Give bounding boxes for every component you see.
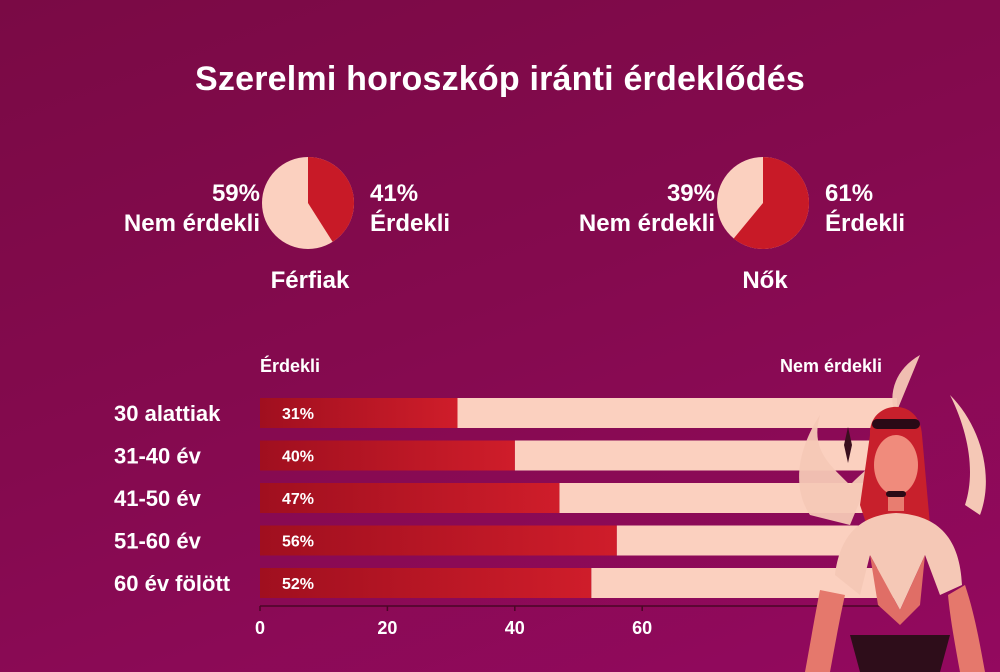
category-label: 51-60 év [114,529,202,554]
pie-men-not-interested-pct: 59% [211,180,260,207]
age-bar-chart: 31% 30 alattiak 40% 31-40 év 47% 41-50 év 56% 5… [114,398,897,638]
x-axis: 0 20 40 60 [255,605,897,638]
pie-women-not-interested-pct: 39% [666,180,715,207]
woman-illustration [799,355,986,672]
pie-women-slice-interested [733,157,810,249]
category-label: 41-50 év [114,486,202,511]
pie-men-interested-pct: 41% [370,180,419,207]
pie-men-caption: Férfiak [270,267,350,294]
pie-women-not-interested-label: Nem érdekli [578,210,715,237]
bar-not-interested [457,398,897,428]
category-label: 60 év fölött [114,571,231,596]
legend-interested: Érdekli [260,356,321,376]
pie-women-interested-pct: 61% [825,180,874,207]
x-tick-label: 0 [255,618,265,638]
pie-men-interested-label: Érdekli [370,210,451,237]
chart-title: Szerelmi horoszkóp iránti érdeklődés [195,60,805,98]
pie-men-not-interested: 59% Nem érdekli [124,179,260,239]
bar-interested [260,525,617,556]
bar-value-label: 40% [282,449,314,466]
pie-men-slice-interested [308,157,355,242]
bar-interested [260,483,560,513]
bar-interested [260,568,592,598]
pie-men-interested: 41% Érdekli [370,179,450,239]
bar-interested [260,398,458,428]
category-label: 31-40 év [114,444,202,469]
legend-not-interested: Nem érdekli [780,356,883,376]
pie-women-interested: 61% Érdekli [825,179,905,239]
pie-men-chart [262,157,355,249]
bar-value-label: 52% [282,576,314,593]
pie-women-caption: Nők [742,267,788,294]
pie-women: 39% Nem érdekli 61% Érdekli Nők [545,155,1000,305]
bar-value-label: 56% [282,534,314,551]
pie-women-interested-label: Érdekli [825,210,906,237]
bar-interested [260,440,515,471]
bars-layer: 31% 30 alattiak 40% 31-40 év 47% 41-50 év 56% 5… [114,398,897,598]
bar-value-label: 47% [282,491,314,508]
bar-value-label: 31% [282,406,314,423]
pie-women-not-interested: 39% Nem érdekli [579,179,715,239]
pie-women-chart [717,157,810,249]
pie-men-not-interested-label: Nem érdekli [123,210,260,237]
pie-men: 59% Nem érdekli 41% Érdekli Férfiak [90,155,570,305]
category-label: 30 alattiak [114,401,221,426]
x-tick-label: 20 [377,618,397,638]
x-tick-label: 40 [505,618,525,638]
x-tick-label: 60 [632,618,652,638]
bar-not-interested [514,440,897,471]
